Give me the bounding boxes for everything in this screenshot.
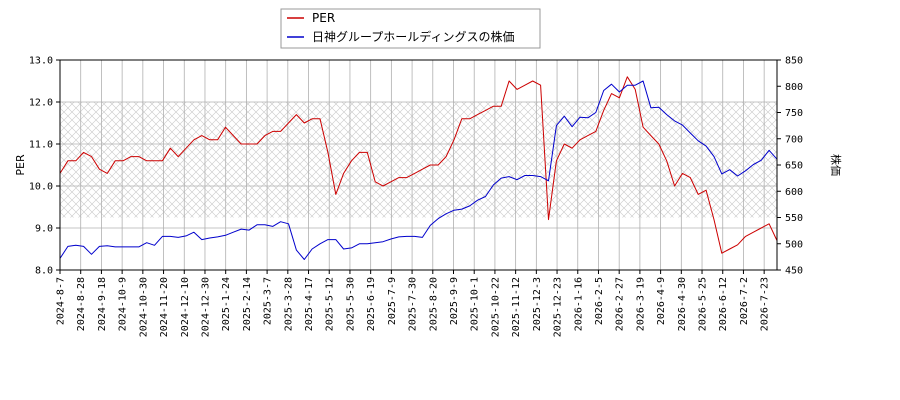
y-right-axis-label: 株価 [829,154,843,176]
x-tick-label: 2024-9-18 [97,277,108,331]
x-axis: 2024-8-7 2024-8-28 2024-9-18 2024-10-9 2024-… [56,270,771,337]
x-tick-label: 2025-7-9 [387,277,398,325]
x-tick-label: 2024-8-28 [76,277,87,331]
x-tick-label: 2025-1-24 [221,277,232,331]
x-tick-label: 2026-5-25 [698,277,709,331]
y-right-tick-label: 600 [785,187,803,198]
x-tick-label: 2024-10-30 [138,277,149,337]
legend-label-price: 日神グループホールディングスの株価 [312,29,514,44]
x-tick-label: 2024-8-7 [56,277,67,325]
x-tick-label: 2025-6-19 [366,277,377,331]
y-right-tick-label: 550 [785,213,803,224]
x-tick-label: 2026-4-9 [656,277,667,325]
y-left-axis-label: PER [14,154,27,176]
y-left-tick-label: 9.0 [35,224,53,235]
y-left-tick-label: 11.0 [29,140,53,151]
x-tick-label: 2025-5-12 [325,277,336,331]
hatched-band [60,102,777,218]
x-tick-label: 2026-7-2 [739,277,750,325]
y-right-axis: 450 500 550 600 650 700 750 800 850 [777,56,803,277]
x-tick-label: 2026-4-30 [677,277,688,331]
y-right-tick-label: 650 [785,161,803,172]
x-tick-label: 2025-8-20 [428,277,439,331]
y-left-tick-label: 10.0 [29,182,53,193]
x-tick-label: 2025-10-22 [490,277,501,337]
y-right-tick-label: 850 [785,56,803,67]
x-tick-label: 2024-10-9 [118,277,129,331]
x-tick-label: 2025-3-7 [263,277,274,325]
x-tick-label: 2024-11-20 [159,277,170,337]
x-tick-label: 2025-5-30 [345,277,356,331]
y-right-tick-label: 800 [785,82,803,93]
x-tick-label: 2024-12-10 [180,277,191,337]
x-tick-label: 2025-11-12 [511,277,522,337]
series-price [60,80,777,260]
y-right-tick-label: 500 [785,239,803,250]
x-tick-label: 2026-6-12 [718,277,729,331]
x-tick-label: 2026-2-5 [594,277,605,325]
legend: PER 日神グループホールディングスの株価 [280,8,541,49]
plot-area [59,59,778,271]
y-right-tick-label: 750 [785,108,803,119]
x-tick-label: 2025-12-23 [553,277,564,337]
price-line [60,80,777,260]
x-tick-label: 2025-3-28 [283,277,294,331]
series-per [60,76,777,254]
x-tick-label: 2025-7-30 [408,277,419,331]
x-tick-label: 2026-3-19 [635,277,646,331]
x-tick-label: 2025-10-1 [470,277,481,331]
legend-label-per: PER [312,11,335,25]
legend-box [280,8,541,49]
y-left-tick-label: 12.0 [29,98,53,109]
x-tick-label: 2025-4-17 [304,277,315,331]
x-tick-label: 2025-2-14 [242,277,253,331]
x-tick-label: 2024-12-30 [200,277,211,337]
x-tick-label: 2025-12-3 [532,277,543,331]
x-tick-label: 2025-9-9 [449,277,460,325]
y-right-tick-label: 450 [785,266,803,277]
x-tick-label: 2026-1-16 [573,277,584,331]
x-tick-label: 2026-7-23 [760,277,771,331]
y-left-axis: 8.0 9.0 10.0 11.0 12.0 13.0 [29,56,60,277]
x-tick-label: 2026-2-27 [615,277,626,331]
per-line [60,76,777,254]
y-right-tick-label: 700 [785,134,803,145]
y-left-tick-label: 13.0 [29,56,53,67]
y-left-tick-label: 8.0 [35,266,53,277]
